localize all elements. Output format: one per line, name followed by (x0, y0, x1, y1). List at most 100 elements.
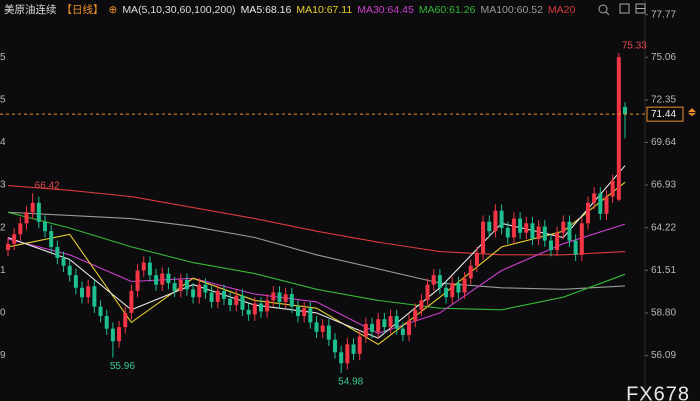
candle-body (67, 265, 72, 276)
candle-body (234, 295, 239, 306)
toolbar-icons[interactable] (598, 3, 646, 16)
candle-body (228, 298, 233, 306)
candle-body (160, 273, 165, 285)
candle-body (61, 257, 66, 266)
candle-body (468, 265, 473, 279)
candle-body (221, 290, 226, 299)
candle-body (518, 218, 523, 233)
left-tick-fragment: 0 (0, 308, 6, 319)
candle-body (308, 308, 313, 323)
candle-body (345, 344, 350, 364)
ma-line (7, 185, 626, 256)
ma-line (7, 211, 626, 311)
candle-body (36, 202, 41, 222)
candle-body (604, 196, 609, 214)
left-tick-fragment: 1 (0, 265, 6, 276)
y-tick-label: 77.77 (651, 9, 676, 20)
candle-body (110, 328, 115, 342)
candle-body (252, 303, 257, 315)
candle-body (555, 232, 560, 251)
header: 美原油连续 【日线】 ⊕ MA(5,10,30,60,100,200) MA5:… (4, 2, 575, 17)
title: 美原油连续 (4, 4, 57, 16)
candle-body (98, 306, 103, 317)
y-tick-label: 61.51 (651, 265, 676, 276)
candle-body (388, 316, 393, 328)
candle-body (55, 246, 60, 258)
candle-body (24, 212, 29, 224)
candle-body (419, 300, 424, 310)
legend-entry: MA30:64.45 (357, 3, 414, 16)
price-annotation: 55.96 (110, 361, 135, 372)
candle-body (129, 290, 134, 313)
candle-body (178, 279, 183, 291)
settings-icon[interactable]: ⊕ (108, 3, 118, 16)
candle-body (154, 275, 159, 285)
candle-body (215, 290, 220, 302)
candle-body (12, 234, 17, 244)
candle-body (511, 218, 516, 238)
candle-body (104, 316, 109, 329)
price-label: 71.44 (651, 109, 676, 120)
candle-body (370, 323, 375, 332)
candle-body (203, 284, 208, 293)
candle-body (258, 303, 263, 312)
candle-body (30, 202, 35, 213)
candle-body (333, 339, 338, 353)
left-tick-fragment: 9 (0, 350, 6, 361)
candle-body (326, 325, 331, 340)
candle-body (351, 344, 356, 354)
period[interactable]: 【日线】 (61, 4, 104, 16)
icon[interactable] (619, 3, 630, 14)
candle-body (246, 309, 251, 315)
candle-body (573, 240, 578, 255)
candle-body (431, 275, 436, 285)
ma-line (7, 223, 626, 334)
candle-body (6, 243, 10, 251)
candle-body (567, 221, 572, 241)
candle-body (277, 292, 282, 302)
price-arrow (688, 108, 696, 117)
legend-entry: MA10:67.11 (296, 3, 353, 16)
candle-body (474, 253, 479, 266)
candle-body (444, 287, 449, 298)
candle-body (166, 273, 171, 284)
candle-body (49, 231, 54, 247)
candle-body (197, 284, 202, 298)
candle-body (456, 283, 461, 293)
candle-body (265, 300, 270, 312)
candle-body (394, 316, 399, 329)
candle-body (86, 286, 91, 298)
y-tick-label: 69.64 (651, 137, 676, 148)
candle-body (357, 336, 362, 354)
y-tick-label: 56.09 (651, 350, 676, 361)
candle-body (499, 210, 504, 229)
legend-entry: MA60:61.26 (418, 3, 476, 16)
candle-body (191, 289, 196, 298)
icon[interactable] (605, 11, 610, 16)
ma-label: MA(5,10,30,60,100,200) (122, 3, 236, 16)
candle-body (530, 223, 535, 240)
candle-body (579, 223, 584, 255)
candle-body (462, 278, 467, 293)
candle-body (320, 325, 325, 332)
candle-body (92, 286, 97, 307)
legend-entry: MA20 (547, 3, 576, 16)
candle-body (610, 180, 615, 197)
icon[interactable] (598, 4, 608, 14)
candle-body (172, 283, 177, 291)
legend-entry: MA100:60.52 (480, 3, 543, 16)
candle-body (123, 312, 128, 328)
legend-entry: MA5:68.16 (240, 3, 292, 16)
candle-body (450, 283, 455, 298)
y-tick-label: 58.80 (651, 308, 676, 319)
candle-body (376, 319, 381, 332)
y-tick-label: 75.06 (651, 52, 676, 63)
candle-body (561, 221, 566, 233)
left-tick-fragment: 2 (0, 222, 6, 233)
price-annotation: 54.98 (338, 377, 363, 388)
candle-body (271, 292, 276, 301)
candle-body (363, 323, 368, 337)
candle-body (314, 322, 319, 332)
candle-body (413, 309, 418, 321)
